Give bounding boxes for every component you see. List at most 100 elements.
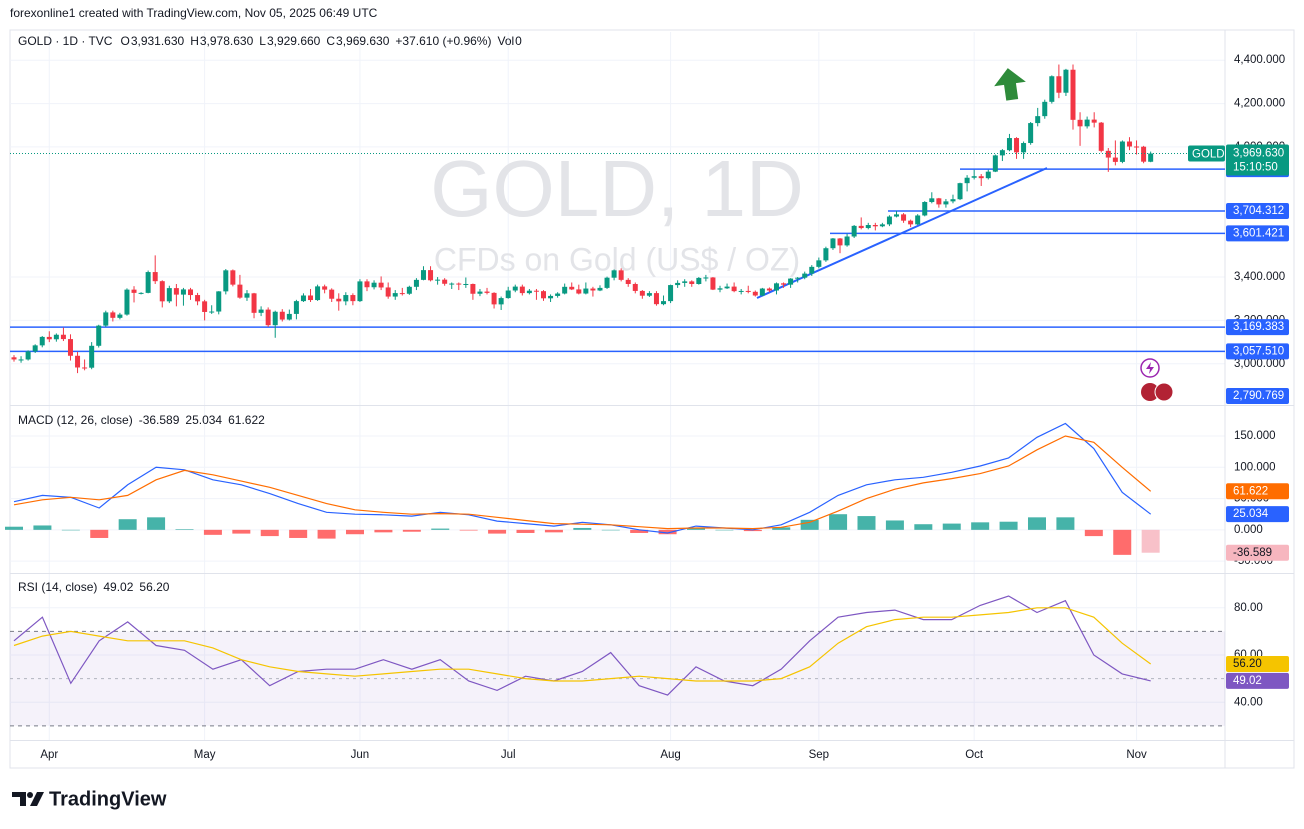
candle-body [60,334,66,340]
candle-body [858,225,864,229]
chart-frame [9,29,1295,769]
symbol-tag [1188,145,1225,162]
candle-body [456,283,462,285]
candle-body [180,289,186,295]
axis-value-tag [1226,483,1289,500]
histogram-bar [203,529,222,535]
axis-value-label: 56.20 [1233,658,1262,670]
histogram-bar [147,517,166,530]
histogram-bar [431,528,450,530]
y-tick-label: 3,400.000 [1234,271,1285,283]
histogram-bar [658,529,677,535]
level-label: 3,704.312 [1233,205,1284,217]
candle-body [929,198,935,203]
candle-body [639,290,645,296]
candle-body [1049,76,1055,102]
candle-body [653,293,659,305]
candle-body [985,171,991,179]
candle-body [1148,153,1154,162]
candle-body [230,270,236,285]
candle-body [766,288,772,291]
ohlc-value: 3,929.660 [267,34,321,48]
candle-body [710,277,716,290]
candle-body [583,288,589,294]
histogram-bar [885,520,904,530]
change: +37.610 (+0.96%) [395,34,491,48]
candle-body [442,279,448,284]
level-label: 3,057.510 [1233,345,1284,357]
candle-body [675,282,681,286]
candle-body [830,238,836,249]
candle-body [67,339,73,356]
candle-body [696,277,702,284]
histogram-bar [61,529,80,531]
y-tick-label: 4,400.000 [1234,54,1285,66]
candle-body [795,277,801,279]
candle-body [364,281,370,288]
candle-body [258,309,264,313]
candle-body [39,336,45,346]
candle-body [209,311,215,313]
candle-body [159,281,165,302]
candle-body [668,285,674,302]
candle-body [117,314,123,318]
y-tick-label: 100.000 [1234,461,1276,473]
candle-body [343,295,349,302]
candle-body [661,301,667,305]
candle-body [1014,138,1020,153]
candle-body [89,345,95,368]
candle-body [449,283,455,285]
axis-value-tag [1226,672,1289,689]
candle-body [646,293,652,296]
histogram-bar [942,523,961,530]
histogram-bar [772,527,791,530]
candle-body [216,291,222,312]
candle-body [922,202,928,216]
last-price-label: 3,969.630 [1233,148,1284,160]
histogram-bar [317,529,336,539]
candle-body [908,220,914,225]
candle-body [103,312,109,326]
candle-body [1105,150,1111,158]
candle-body [1126,141,1132,147]
indicator-value: 25.034 [185,413,222,427]
candle-body [526,290,532,294]
candle-body [576,289,582,294]
ohlc-value: 3,931.630 [131,34,185,48]
candle-body [202,301,208,312]
candle-body [1070,69,1076,120]
level-tag [1226,203,1289,220]
histogram-bar [345,529,364,535]
candle-body [124,289,130,315]
candle-body [555,293,561,296]
candle-body [371,282,377,288]
candle-body [1091,119,1097,123]
candle-body [166,288,172,302]
indicator-line [13,595,1151,696]
candle-body [188,289,193,296]
candle-body [145,272,151,293]
ohlc-value: 3,978.630 [200,34,254,48]
candle-body [823,248,829,261]
candle-body [816,260,822,267]
candle-body [25,351,31,360]
histogram-bar [544,529,563,533]
candle-body [1134,146,1140,148]
histogram-bar [601,529,620,531]
candle-body [738,290,744,292]
y-tick-label: 3,000.000 [1234,358,1285,370]
axis-value-label: -36.589 [1233,547,1272,559]
economic-event-icon[interactable] [1141,383,1159,401]
candle-body [1035,116,1041,124]
candle-body [1056,76,1062,93]
candle-body [152,272,158,282]
candle-body [519,286,525,294]
histogram-bar [715,529,734,531]
candle-body [597,287,603,291]
level-tag [1226,343,1289,360]
histogram-bar [999,521,1018,530]
axis-value-label: 61.622 [1233,485,1268,497]
candle-body [773,283,779,291]
economic-event-icon[interactable] [1154,382,1174,402]
candle-body [512,286,518,291]
